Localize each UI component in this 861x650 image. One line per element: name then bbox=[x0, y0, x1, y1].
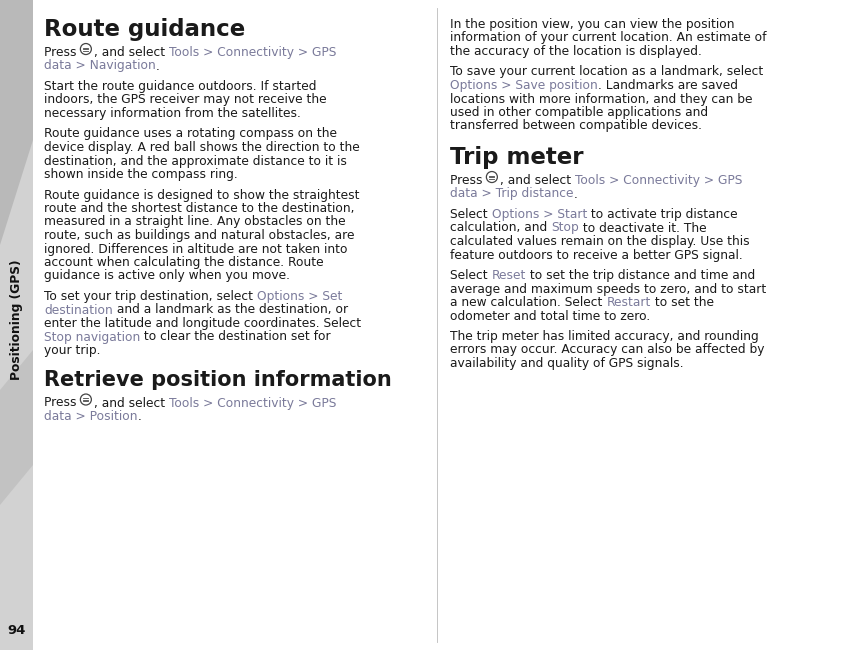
Text: . Landmarks are saved: . Landmarks are saved bbox=[598, 79, 738, 92]
Bar bbox=[0, 0, 33, 650]
Text: calculated values remain on the display. Use this: calculated values remain on the display.… bbox=[450, 235, 750, 248]
Text: Select: Select bbox=[450, 269, 492, 282]
Text: Restart: Restart bbox=[606, 296, 651, 309]
Text: the accuracy of the location is displayed.: the accuracy of the location is displaye… bbox=[450, 45, 702, 58]
Text: Options > Set: Options > Set bbox=[257, 290, 343, 303]
Text: device display. A red ball shows the direction to the: device display. A red ball shows the dir… bbox=[44, 141, 360, 154]
Text: indoors, the GPS receiver may not receive the: indoors, the GPS receiver may not receiv… bbox=[44, 94, 326, 107]
Text: to set the: to set the bbox=[651, 296, 714, 309]
Text: measured in a straight line. Any obstacles on the: measured in a straight line. Any obstacl… bbox=[44, 216, 345, 229]
Text: Retrieve position information: Retrieve position information bbox=[44, 370, 392, 391]
Text: To save your current location as a landmark, select: To save your current location as a landm… bbox=[450, 66, 763, 79]
Text: Trip meter: Trip meter bbox=[450, 146, 584, 169]
Text: Start the route guidance outdoors. If started: Start the route guidance outdoors. If st… bbox=[44, 80, 317, 93]
Text: destination: destination bbox=[44, 304, 113, 317]
Text: .: . bbox=[156, 60, 159, 73]
Text: data > Position: data > Position bbox=[44, 410, 138, 423]
Text: Reset: Reset bbox=[492, 269, 526, 282]
Text: to set the trip distance and time and: to set the trip distance and time and bbox=[526, 269, 755, 282]
Text: availability and quality of GPS signals.: availability and quality of GPS signals. bbox=[450, 357, 684, 370]
Text: data > Navigation: data > Navigation bbox=[44, 60, 156, 73]
Text: to deactivate it. The: to deactivate it. The bbox=[579, 222, 707, 235]
Text: used in other compatible applications and: used in other compatible applications an… bbox=[450, 106, 708, 119]
Text: Options > Start: Options > Start bbox=[492, 208, 587, 221]
Polygon shape bbox=[0, 350, 33, 505]
Text: Press: Press bbox=[44, 46, 80, 59]
Text: .: . bbox=[138, 410, 141, 423]
Text: route, such as buildings and natural obstacles, are: route, such as buildings and natural obs… bbox=[44, 229, 355, 242]
Text: enter the latitude and longitude coordinates. Select: enter the latitude and longitude coordin… bbox=[44, 317, 361, 330]
Text: destination, and the approximate distance to it is: destination, and the approximate distanc… bbox=[44, 155, 347, 168]
Text: errors may occur. Accuracy can also be affected by: errors may occur. Accuracy can also be a… bbox=[450, 343, 765, 356]
Text: a new calculation. Select: a new calculation. Select bbox=[450, 296, 606, 309]
Text: necessary information from the satellites.: necessary information from the satellite… bbox=[44, 107, 300, 120]
Text: , and select: , and select bbox=[95, 396, 170, 410]
Text: Route guidance: Route guidance bbox=[44, 18, 245, 41]
Text: information of your current location. An estimate of: information of your current location. An… bbox=[450, 31, 766, 44]
Text: In the position view, you can view the position: In the position view, you can view the p… bbox=[450, 18, 734, 31]
Text: The trip meter has limited accuracy, and rounding: The trip meter has limited accuracy, and… bbox=[450, 330, 759, 343]
Text: Route guidance is designed to show the straightest: Route guidance is designed to show the s… bbox=[44, 188, 360, 202]
Text: data > Trip distance: data > Trip distance bbox=[450, 187, 573, 200]
Text: route and the shortest distance to the destination,: route and the shortest distance to the d… bbox=[44, 202, 355, 215]
Text: shown inside the compass ring.: shown inside the compass ring. bbox=[44, 168, 238, 181]
Text: Press: Press bbox=[44, 396, 80, 410]
Text: average and maximum speeds to zero, and to start: average and maximum speeds to zero, and … bbox=[450, 283, 766, 296]
Text: Tools > Connectivity > GPS: Tools > Connectivity > GPS bbox=[575, 174, 743, 187]
Text: locations with more information, and they can be: locations with more information, and the… bbox=[450, 92, 753, 105]
Text: odometer and total time to zero.: odometer and total time to zero. bbox=[450, 309, 650, 322]
Text: 94: 94 bbox=[7, 623, 26, 636]
Text: and a landmark as the destination, or: and a landmark as the destination, or bbox=[113, 304, 348, 317]
Text: Press: Press bbox=[450, 174, 486, 187]
Text: to clear the destination set for: to clear the destination set for bbox=[140, 330, 331, 343]
Text: Options > Save position: Options > Save position bbox=[450, 79, 598, 92]
Text: ignored. Differences in altitude are not taken into: ignored. Differences in altitude are not… bbox=[44, 242, 348, 255]
Text: calculation, and: calculation, and bbox=[450, 222, 551, 235]
Text: to activate trip distance: to activate trip distance bbox=[587, 208, 738, 221]
Text: feature outdoors to receive a better GPS signal.: feature outdoors to receive a better GPS… bbox=[450, 248, 743, 261]
Text: Stop: Stop bbox=[551, 222, 579, 235]
Text: Tools > Connectivity > GPS: Tools > Connectivity > GPS bbox=[170, 396, 337, 410]
Text: To set your trip destination, select: To set your trip destination, select bbox=[44, 290, 257, 303]
Text: , and select: , and select bbox=[95, 46, 170, 59]
Text: transferred between compatible devices.: transferred between compatible devices. bbox=[450, 120, 702, 133]
Text: Stop navigation: Stop navigation bbox=[44, 330, 140, 343]
Text: , and select: , and select bbox=[500, 174, 575, 187]
Text: .: . bbox=[573, 187, 578, 200]
Text: guidance is active only when you move.: guidance is active only when you move. bbox=[44, 270, 290, 283]
Text: your trip.: your trip. bbox=[44, 344, 101, 357]
Polygon shape bbox=[0, 0, 33, 245]
Text: Select: Select bbox=[450, 208, 492, 221]
Text: Tools > Connectivity > GPS: Tools > Connectivity > GPS bbox=[170, 46, 337, 59]
Text: account when calculating the distance. Route: account when calculating the distance. R… bbox=[44, 256, 324, 269]
Text: Route guidance uses a rotating compass on the: Route guidance uses a rotating compass o… bbox=[44, 127, 337, 140]
Text: Positioning (GPS): Positioning (GPS) bbox=[10, 260, 23, 380]
